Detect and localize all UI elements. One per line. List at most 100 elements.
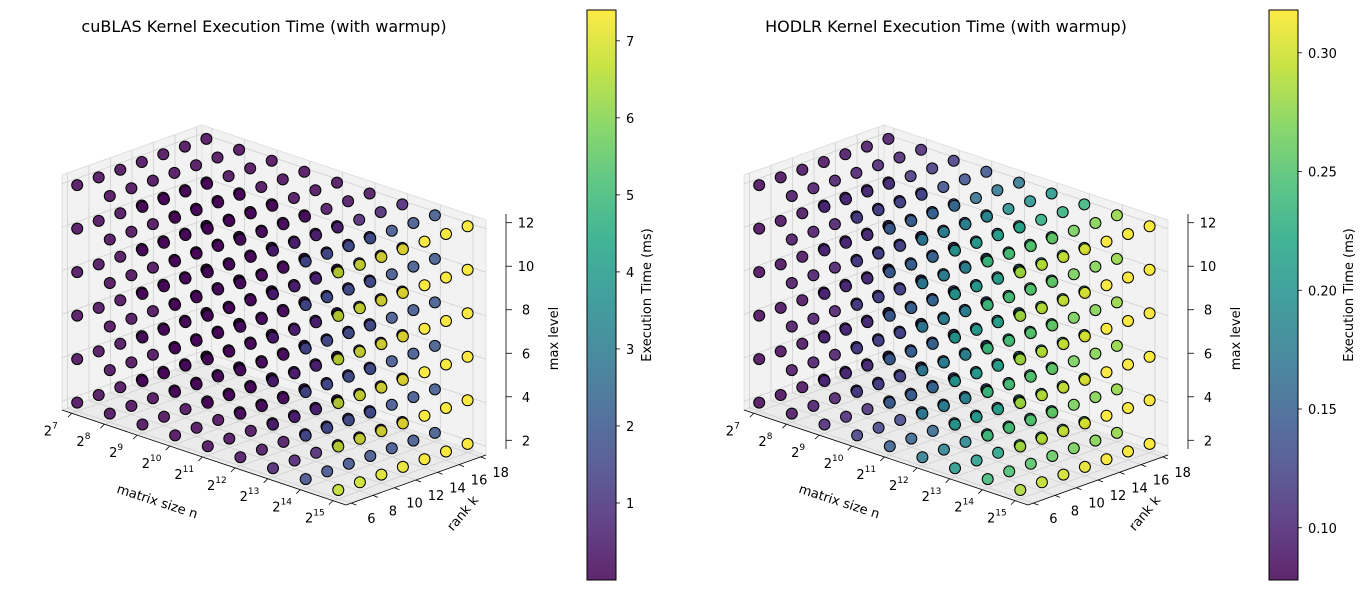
data-point xyxy=(1110,296,1123,309)
data-point xyxy=(103,320,116,333)
y-tick-label: 8 xyxy=(1071,504,1079,519)
data-point xyxy=(796,294,809,307)
data-point xyxy=(277,435,290,448)
data-point xyxy=(158,367,170,380)
data-point xyxy=(1045,187,1058,200)
data-point xyxy=(981,386,994,398)
data-point xyxy=(851,211,864,224)
data-point xyxy=(1014,440,1027,453)
colorbar-tick-label: 5 xyxy=(626,189,634,204)
data-point xyxy=(1057,425,1070,438)
data-point xyxy=(125,312,138,325)
data-point xyxy=(1057,294,1070,307)
z-tick-label: 2 xyxy=(522,434,530,449)
data-point xyxy=(158,193,170,206)
data-point xyxy=(916,407,929,420)
data-point xyxy=(1003,291,1016,304)
data-point xyxy=(212,414,225,426)
data-point xyxy=(774,389,787,401)
data-point xyxy=(981,429,994,442)
data-point xyxy=(970,454,983,467)
data-point xyxy=(905,432,918,445)
data-point xyxy=(753,396,766,409)
data-point xyxy=(222,170,235,183)
data-point xyxy=(937,443,950,456)
data-point xyxy=(146,392,159,405)
data-point xyxy=(244,294,257,307)
y-tick-label: 12 xyxy=(1110,489,1127,504)
data-point xyxy=(190,334,203,347)
data-point xyxy=(342,457,355,470)
data-point xyxy=(169,429,182,442)
data-point xyxy=(916,277,929,290)
grid-line-x xyxy=(982,204,1123,491)
data-point xyxy=(321,421,334,434)
data-point xyxy=(157,148,170,161)
y-tick xyxy=(1119,471,1125,475)
data-point xyxy=(1024,457,1037,470)
colorbar-2: 0.10 0.15 0.20 0.25 0.30 Execution Time (ms) xyxy=(1268,9,1357,581)
grid-line-x xyxy=(234,182,376,469)
y-tick-label: 16 xyxy=(471,474,488,489)
data-point xyxy=(234,407,247,420)
grid-line-x xyxy=(949,193,1091,480)
data-point xyxy=(374,206,387,219)
grid-line-z xyxy=(743,133,1169,230)
data-point xyxy=(840,323,852,336)
data-point xyxy=(1046,232,1059,245)
data-point xyxy=(774,214,787,227)
data-point xyxy=(267,331,279,344)
y-tick xyxy=(1033,502,1039,506)
data-point xyxy=(807,182,820,195)
data-point xyxy=(265,154,278,167)
grid-line-z xyxy=(61,176,487,273)
grid-line-z xyxy=(743,263,1169,360)
grid-line-z xyxy=(61,263,487,360)
data-point xyxy=(1143,307,1156,320)
z-tick-label: 6 xyxy=(1204,347,1212,362)
data-point xyxy=(828,305,841,318)
data-point xyxy=(1046,275,1059,288)
data-point xyxy=(807,269,820,282)
colorbar-1: 1 2 3 4 5 6 7 Execution Time (ms) xyxy=(586,9,655,581)
data-point xyxy=(234,320,247,333)
data-point xyxy=(916,320,929,333)
y-tick-label: 16 xyxy=(1153,474,1170,489)
data-point xyxy=(342,370,355,383)
x-tick xyxy=(814,434,820,440)
x-tick xyxy=(880,456,885,462)
data-point xyxy=(1046,319,1059,332)
data-point xyxy=(1100,366,1113,379)
data-point xyxy=(276,173,289,186)
z-axis-label: max level xyxy=(547,307,562,370)
data-point xyxy=(1089,391,1102,404)
data-point xyxy=(233,143,246,156)
data-point xyxy=(158,236,170,249)
data-point xyxy=(807,356,820,369)
colorbar-label: Execution Time (ms) xyxy=(640,228,655,361)
data-point xyxy=(1046,406,1059,419)
z-tick-label: 2 xyxy=(1204,434,1212,449)
data-point xyxy=(201,222,214,235)
x-tick-label: 210 xyxy=(824,454,844,472)
chart-title: HODLR Kernel Execution Time (with warmup… xyxy=(765,17,1127,36)
data-point xyxy=(872,247,885,260)
data-point xyxy=(1014,397,1027,409)
data-point xyxy=(1046,363,1059,375)
data-point xyxy=(92,214,105,227)
y-tick xyxy=(437,471,443,475)
y-tick xyxy=(351,502,357,506)
x-tick xyxy=(978,489,983,494)
data-point xyxy=(71,353,84,366)
data-point xyxy=(840,193,852,206)
data-point xyxy=(861,272,874,285)
x-tick-label: 28 xyxy=(76,432,90,450)
data-point xyxy=(212,239,225,252)
data-point xyxy=(407,217,420,229)
grid-line-x xyxy=(1014,215,1156,502)
data-point xyxy=(851,342,864,355)
data-point xyxy=(103,277,116,289)
data-point xyxy=(385,442,398,455)
colorbar-tick-label: 1 xyxy=(626,497,634,512)
